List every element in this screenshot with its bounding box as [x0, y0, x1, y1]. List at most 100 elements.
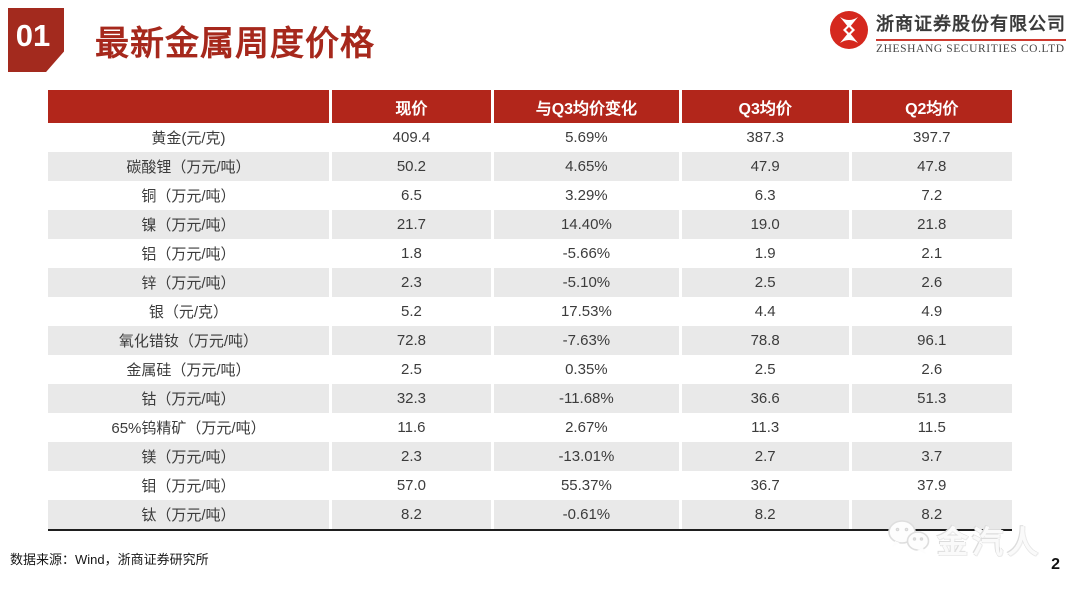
table-row: 钛（万元/吨） 8.2 -0.61% 8.2 8.2 — [48, 500, 1012, 529]
metal-value-cell: 51.3 — [850, 384, 1012, 413]
metal-value-cell: 7.2 — [850, 181, 1012, 210]
header-cell: 与Q3均价变化 — [492, 90, 682, 123]
header-cell-empty — [48, 90, 332, 123]
metal-value-cell: 2.6 — [850, 268, 1012, 297]
metal-label-cell: 碳酸锂（万元/吨） — [48, 152, 332, 181]
metal-value-cell: 2.3 — [330, 442, 494, 471]
company-logo: 浙商证券股份有限公司 ZHESHANG SECURITIES CO.LTD — [829, 10, 1066, 55]
metal-label-cell: 铜（万元/吨） — [48, 181, 332, 210]
metal-value-cell: 4.9 — [850, 297, 1012, 326]
table-row: 铜（万元/吨） 6.5 3.29% 6.3 7.2 — [48, 181, 1012, 210]
metal-value-cell: 37.9 — [850, 471, 1012, 500]
data-source-note: 数据来源：Wind，浙商证券研究所 — [10, 552, 209, 567]
metal-label-cell: 氧化错钕（万元/吨） — [48, 326, 332, 355]
table-row: 钼（万元/吨） 57.0 55.37% 36.7 37.9 — [48, 471, 1012, 500]
table-row: 镍（万元/吨） 21.7 14.40% 19.0 21.8 — [48, 210, 1012, 239]
metal-value-cell: 1.8 — [330, 239, 494, 268]
metal-value-cell: 47.8 — [850, 152, 1012, 181]
metal-value-cell: 8.2 — [680, 500, 852, 529]
metal-value-cell: 2.6 — [850, 355, 1012, 384]
metal-label-cell: 铝（万元/吨） — [48, 239, 332, 268]
metal-label-cell: 银（元/克） — [48, 297, 332, 326]
metal-label-cell: 黄金(元/克) — [48, 123, 332, 152]
table-row: 锌（万元/吨） 2.3 -5.10% 2.5 2.6 — [48, 268, 1012, 297]
metal-value-cell: 21.7 — [330, 210, 494, 239]
metal-value-cell: 2.5 — [680, 355, 852, 384]
table-row: 碳酸锂（万元/吨） 50.2 4.65% 47.9 47.8 — [48, 152, 1012, 181]
metal-value-cell: 8.2 — [330, 500, 494, 529]
metal-value-cell: 11.6 — [330, 413, 494, 442]
header-cell: 现价 — [330, 90, 494, 123]
page-title: 最新金属周度价格 — [95, 25, 375, 63]
metal-price-table: 现价 与Q3均价变化 Q3均价 Q2均价 黄金(元/克) 409.4 5.69% 387.3… — [48, 90, 1012, 531]
metal-value-cell: -7.63% — [492, 326, 682, 355]
metal-label-cell: 65%钨精矿（万元/吨） — [48, 413, 332, 442]
metal-value-cell: 19.0 — [680, 210, 852, 239]
metal-value-cell: 3.7 — [850, 442, 1012, 471]
metal-value-cell: 36.6 — [680, 384, 852, 413]
metal-value-cell: 2.5 — [330, 355, 494, 384]
section-number: 01 — [15, 18, 51, 53]
metal-value-cell: 6.3 — [680, 181, 852, 210]
metal-value-cell: -13.01% — [492, 442, 682, 471]
metal-value-cell: 57.0 — [330, 471, 494, 500]
metal-value-cell: 409.4 — [330, 123, 494, 152]
metal-value-cell: 3.29% — [492, 181, 682, 210]
metal-value-cell: 17.53% — [492, 297, 682, 326]
company-name-en: ZHESHANG SECURITIES CO.LTD — [876, 43, 1065, 55]
metal-value-cell: 1.9 — [680, 239, 852, 268]
metal-value-cell: 2.1 — [850, 239, 1012, 268]
metal-value-cell: -5.66% — [492, 239, 682, 268]
metal-label-cell: 钛（万元/吨） — [48, 500, 332, 529]
metal-label-cell: 镍（万元/吨） — [48, 210, 332, 239]
metal-label-cell: 钴（万元/吨） — [48, 384, 332, 413]
metal-value-cell: 4.4 — [680, 297, 852, 326]
table-row: 镁（万元/吨） 2.3 -13.01% 2.7 3.7 — [48, 442, 1012, 471]
metal-value-cell: 387.3 — [680, 123, 852, 152]
metal-value-cell: -0.61% — [492, 500, 682, 529]
header-cell: Q3均价 — [680, 90, 852, 123]
metal-value-cell: 11.3 — [680, 413, 852, 442]
metal-value-cell: 21.8 — [850, 210, 1012, 239]
zheshang-logo-icon — [829, 10, 869, 55]
metal-value-cell: 5.69% — [492, 123, 682, 152]
table-row: 银（元/克） 5.2 17.53% 4.4 4.9 — [48, 297, 1012, 326]
metal-value-cell: 14.40% — [492, 210, 682, 239]
metal-value-cell: 36.7 — [680, 471, 852, 500]
metal-price-table-header-row: 现价 与Q3均价变化 Q3均价 Q2均价 — [48, 90, 1012, 123]
metal-label-cell: 镁（万元/吨） — [48, 442, 332, 471]
table-row: 65%钨精矿（万元/吨） 11.6 2.67% 11.3 11.5 — [48, 413, 1012, 442]
metal-label-cell: 锌（万元/吨） — [48, 268, 332, 297]
metal-value-cell: 6.5 — [330, 181, 494, 210]
table-row: 钴（万元/吨） 32.3 -11.68% 36.6 51.3 — [48, 384, 1012, 413]
table-row: 金属硅（万元/吨） 2.5 0.35% 2.5 2.6 — [48, 355, 1012, 384]
metal-value-cell: 47.9 — [680, 152, 852, 181]
metal-value-cell: 11.5 — [850, 413, 1012, 442]
metal-value-cell: 5.2 — [330, 297, 494, 326]
metal-label-cell: 钼（万元/吨） — [48, 471, 332, 500]
company-name-cn: 浙商证券股份有限公司 — [876, 10, 1066, 41]
metal-value-cell: 2.7 — [680, 442, 852, 471]
metal-value-cell: 96.1 — [850, 326, 1012, 355]
metal-value-cell: 2.3 — [330, 268, 494, 297]
metal-value-cell: 72.8 — [330, 326, 494, 355]
company-name: 浙商证券股份有限公司 ZHESHANG SECURITIES CO.LTD — [876, 10, 1066, 55]
metal-value-cell: 50.2 — [330, 152, 494, 181]
metal-value-cell: 8.2 — [850, 500, 1012, 529]
metal-value-cell: 2.67% — [492, 413, 682, 442]
header-cell: Q2均价 — [850, 90, 1012, 123]
metal-value-cell: 78.8 — [680, 326, 852, 355]
metal-value-cell: -5.10% — [492, 268, 682, 297]
table-row: 氧化错钕（万元/吨） 72.8 -7.63% 78.8 96.1 — [48, 326, 1012, 355]
metal-price-table-body: 黄金(元/克) 409.4 5.69% 387.3 397.7 碳酸锂（万元/吨） 50.2… — [48, 123, 1012, 529]
metal-value-cell: 32.3 — [330, 384, 494, 413]
metal-value-cell: 0.35% — [492, 355, 682, 384]
table-row: 黄金(元/克) 409.4 5.69% 387.3 397.7 — [48, 123, 1012, 152]
metal-value-cell: 55.37% — [492, 471, 682, 500]
metal-value-cell: 2.5 — [680, 268, 852, 297]
metal-value-cell: 397.7 — [850, 123, 1012, 152]
metal-label-cell: 金属硅（万元/吨） — [48, 355, 332, 384]
section-number-badge: 01 — [8, 8, 64, 72]
page-number: 2 — [1051, 556, 1060, 573]
